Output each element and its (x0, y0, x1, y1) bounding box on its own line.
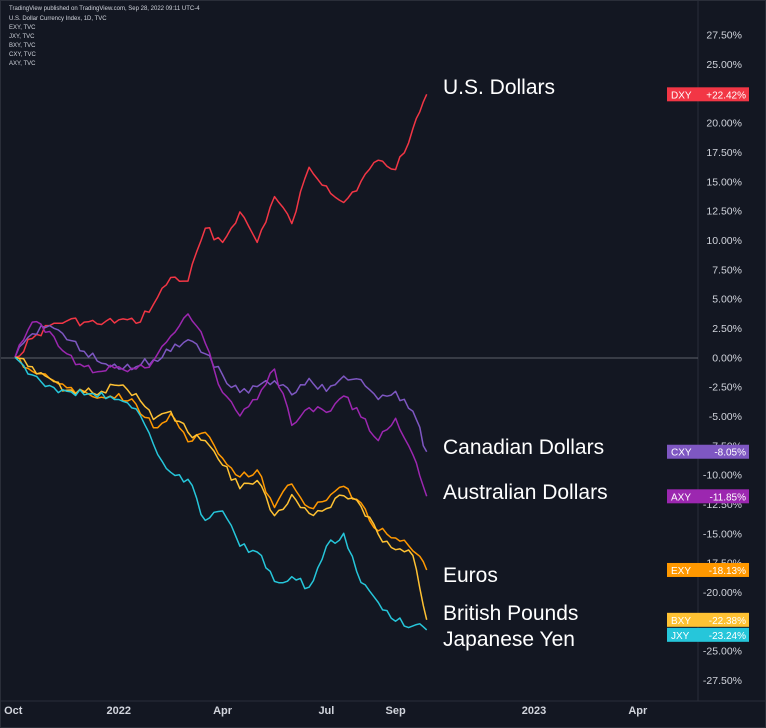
badge-symbol: EXY (671, 566, 691, 577)
label-euros: Euros (443, 564, 498, 587)
badge-value: -8.05% (714, 448, 746, 459)
x-tick-label: Apr (628, 705, 648, 717)
y-tick-label: 2.50% (712, 323, 742, 335)
y-tick-label: -2.50% (709, 382, 742, 394)
y-tick-label: 27.50% (706, 30, 742, 42)
badge-background (667, 444, 749, 459)
badge-value: -22.38% (709, 616, 746, 627)
y-tick-label: 12.50% (706, 206, 742, 218)
y-tick-label: 25.00% (706, 59, 742, 71)
series-line-axy (14, 313, 428, 497)
x-tick-label: Sep (386, 705, 406, 717)
y-tick-label: -15.00% (703, 528, 742, 540)
label-us-dollars: U.S. Dollars (443, 76, 555, 99)
badge-exy: EXY -18.13% (667, 562, 749, 577)
badge-jxy: JXY -23.24% (667, 627, 749, 642)
badge-value: -23.24% (709, 631, 746, 642)
badge-background (667, 562, 749, 577)
label-canadian-dollars: Canadian Dollars (443, 436, 604, 459)
series-line-exy (14, 356, 428, 571)
y-tick-label: 7.50% (712, 264, 742, 276)
label-australian-dollars: Australian Dollars (443, 481, 608, 504)
badge-dxy: DXY +22.42% (667, 87, 749, 102)
badge-symbol: JXY (671, 631, 690, 642)
badge-symbol: BXY (671, 616, 691, 627)
x-tick-label: 2022 (107, 705, 131, 717)
badge-axy: AXY -11.85% (667, 489, 749, 504)
y-tick-label: 17.50% (706, 147, 742, 159)
y-tick-label: 5.00% (712, 294, 742, 306)
y-tick-label: -5.00% (709, 411, 742, 423)
series-line-cxy (14, 324, 428, 453)
badge-symbol: DXY (671, 90, 692, 101)
badge-value: -18.13% (709, 566, 746, 577)
series-line-dxy (14, 93, 428, 359)
badge-symbol: CXY (671, 448, 692, 459)
badge-value: +22.42% (706, 90, 746, 101)
symbol-line: BXY, TVC (9, 43, 36, 49)
symbol-line: U.S. Dollar Currency Index, 1D, TVC (9, 16, 107, 22)
y-tick-label: 15.00% (706, 176, 742, 188)
x-tick-label: 2023 (522, 705, 546, 717)
series-line-bxy (14, 356, 428, 620)
badge-background (667, 489, 749, 504)
symbol-line: JXY, TVC (9, 34, 35, 40)
y-tick-label: 20.00% (706, 118, 742, 130)
badge-value: -11.85% (709, 492, 746, 503)
label-british-pounds: British Pounds (443, 602, 578, 625)
y-tick-label: -20.00% (703, 587, 742, 599)
badge-background (667, 627, 749, 642)
y-tick-label: -10.00% (703, 470, 742, 482)
series-line-jxy (14, 356, 428, 631)
label-japanese-yen: Japanese Yen (443, 628, 575, 651)
x-tick-label: Oct (4, 705, 23, 717)
symbol-line: AXY, TVC (9, 61, 36, 67)
badge-background (667, 87, 749, 102)
badge-symbol: AXY (671, 492, 691, 503)
published-note: TradingView published on TradingView.com… (9, 6, 200, 12)
symbol-line: CXY, TVC (9, 52, 36, 58)
symbol-line: EXY, TVC (9, 25, 36, 31)
x-tick-label: Jul (318, 705, 334, 717)
y-tick-label: -25.00% (703, 646, 742, 658)
x-tick-label: Apr (213, 705, 233, 717)
y-tick-label: -27.50% (703, 675, 742, 687)
badge-bxy: BXY -22.38% (667, 612, 749, 627)
y-tick-label: 0.00% (712, 352, 742, 364)
y-tick-label: 10.00% (706, 235, 742, 247)
badge-background (667, 612, 749, 627)
badge-cxy: CXY -8.05% (667, 444, 749, 459)
